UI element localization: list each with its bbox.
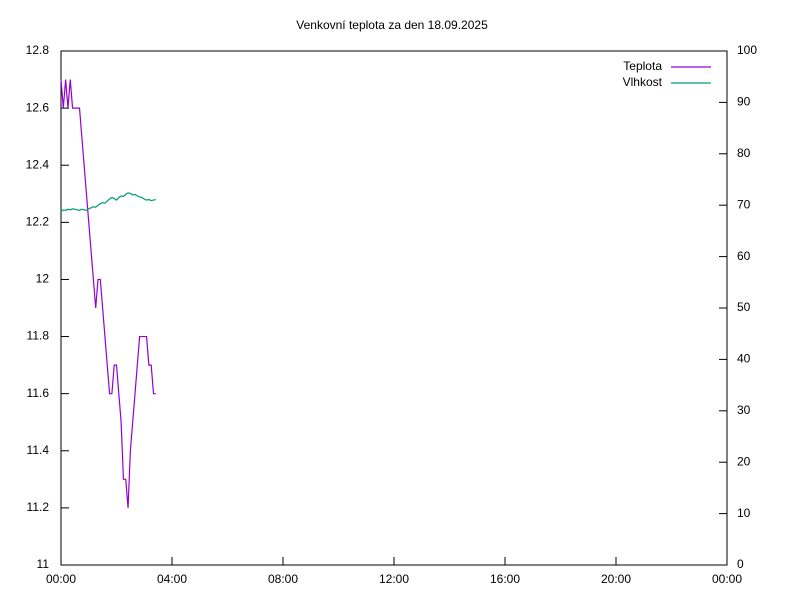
x-tick-label: 12:00: [379, 572, 409, 586]
x-tick-label: 00:00: [46, 572, 76, 586]
x-tick-label: 04:00: [157, 572, 187, 586]
y-tick-label: 12.6: [26, 100, 50, 114]
y-tick-label: 12.2: [26, 215, 50, 229]
y-tick-label: 11: [37, 557, 50, 571]
y2-tick-label: 60: [737, 249, 751, 263]
y2-tick-label: 50: [737, 300, 751, 314]
y2-tick-label: 70: [737, 197, 751, 211]
x-tick-label: 16:00: [490, 572, 520, 586]
y2-tick-label: 10: [737, 506, 751, 520]
y-tick-label: 11.2: [27, 500, 50, 514]
y2-tick-label: 100: [737, 43, 757, 57]
y-tick-label: 12.8: [26, 43, 50, 57]
legend-label: Teplota: [623, 59, 662, 73]
y2-tick-label: 80: [737, 146, 751, 160]
series-line: [60, 192, 156, 212]
y-tick-label: 12.4: [26, 157, 50, 171]
plot-border: [60, 50, 728, 566]
y2-tick-label: 30: [737, 403, 751, 417]
y2-tick-label: 90: [737, 95, 751, 109]
x-tick-label: 20:00: [601, 572, 631, 586]
chart-title: Venkovní teplota za den 18.09.2025: [296, 18, 488, 32]
x-tick-label: 08:00: [268, 572, 298, 586]
series-line: [60, 79, 156, 508]
y-tick-label: 11.6: [27, 386, 50, 400]
x-tick-label: 00:00: [712, 572, 742, 586]
legend-label: Vlhkost: [623, 75, 663, 89]
y2-tick-label: 40: [737, 352, 751, 366]
y2-tick-label: 20: [737, 454, 751, 468]
y2-tick-label: 0: [737, 557, 744, 571]
y-tick-label: 11.8: [27, 329, 50, 343]
y-tick-label: 12: [36, 272, 50, 286]
y-tick-label: 11.4: [27, 443, 50, 457]
